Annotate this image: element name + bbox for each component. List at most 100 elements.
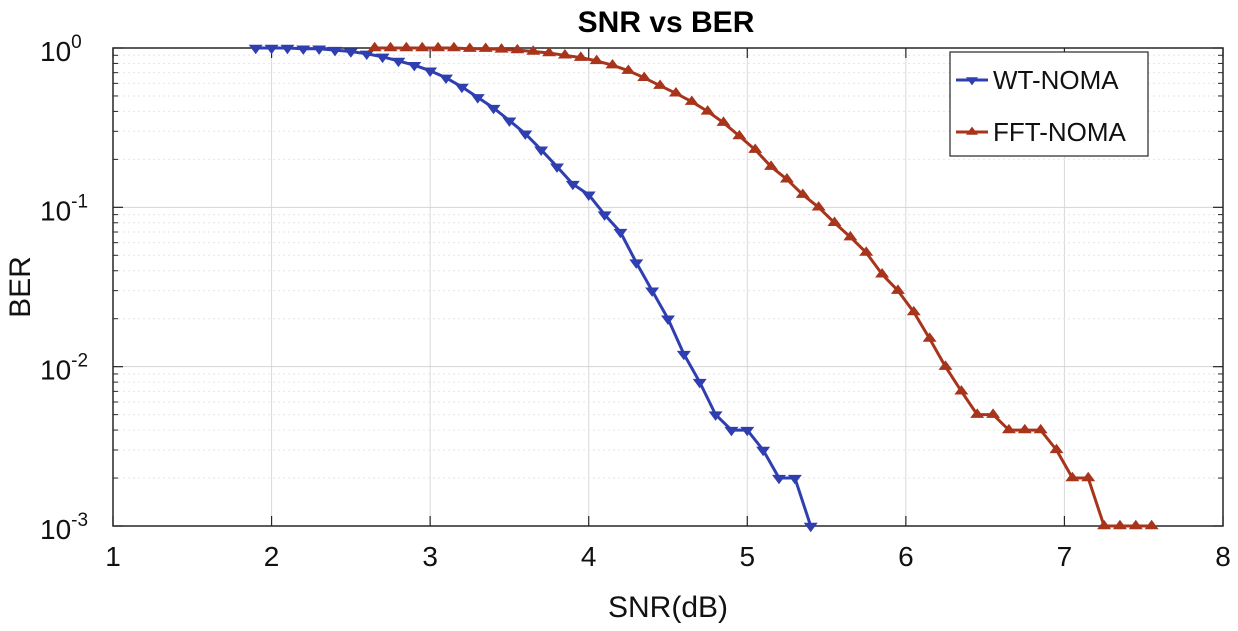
- x-tick-label: 5: [739, 541, 755, 572]
- data-point: [986, 408, 1001, 418]
- axis-ticks: 1 2 3 4 5 6 7 8 100 10-1 10-2 10-3: [40, 32, 1231, 572]
- data-point: [431, 41, 446, 52]
- data-point: [248, 44, 263, 55]
- data-point: [534, 146, 549, 156]
- data-point: [787, 474, 802, 485]
- data-point: [724, 426, 739, 437]
- data-point: [502, 117, 517, 127]
- y-tick-label: 10-3: [40, 510, 88, 545]
- data-point: [708, 411, 723, 421]
- data-point: [970, 408, 985, 418]
- data-point: [343, 48, 358, 58]
- data-point: [653, 79, 668, 89]
- data-point: [605, 58, 620, 69]
- data-point: [423, 67, 438, 77]
- data-point: [565, 180, 580, 191]
- plot-area-frame: [112, 47, 1224, 527]
- data-point: [581, 191, 596, 201]
- legend-label: FFT-NOMA: [993, 117, 1127, 147]
- data-point: [803, 522, 818, 533]
- data-point: [1128, 519, 1143, 530]
- data-point: [446, 41, 461, 52]
- data-point: [938, 360, 953, 370]
- data-point: [811, 201, 826, 211]
- data-point: [550, 163, 564, 173]
- data-point: [518, 130, 533, 140]
- x-tick-label: 6: [898, 541, 914, 572]
- data-point: [890, 284, 905, 294]
- data-point: [1017, 423, 1032, 434]
- data-point: [748, 143, 763, 153]
- data-point: [859, 246, 874, 256]
- data-point: [676, 350, 691, 361]
- legend-item: FFT-NOMA: [956, 117, 1127, 147]
- data-point: [795, 188, 810, 198]
- legend-label: WT-NOMA: [993, 65, 1119, 95]
- legend-swatch-marker: [966, 126, 978, 135]
- data-point: [700, 105, 715, 115]
- y-axis-label: BER: [4, 256, 37, 318]
- x-axis-label: SNR(dB): [608, 591, 728, 624]
- data-point: [629, 259, 644, 269]
- data-point: [328, 46, 342, 57]
- legend-swatch-marker: [966, 77, 978, 86]
- data-point: [407, 61, 422, 72]
- data-point: [645, 287, 660, 297]
- data-point: [621, 64, 636, 74]
- data-point: [462, 42, 477, 52]
- x-tick-label: 7: [1057, 541, 1073, 572]
- data-point: [668, 87, 683, 97]
- series-fft-noma: [367, 41, 1159, 530]
- data-point: [922, 332, 937, 342]
- data-point: [637, 71, 652, 82]
- legend-box: [949, 51, 1149, 157]
- data-point: [454, 83, 469, 94]
- data-point: [367, 41, 382, 52]
- x-tick-label: 1: [105, 541, 121, 572]
- data-point: [383, 41, 398, 52]
- data-point: [661, 315, 675, 325]
- data-point: [1065, 471, 1080, 482]
- x-tick-label: 3: [422, 541, 438, 572]
- data-point: [510, 43, 525, 54]
- legend: WT-NOMA FFT-NOMA: [949, 51, 1149, 157]
- data-point: [613, 228, 628, 239]
- y-tick-label: 10-2: [40, 351, 88, 386]
- x-tick-label: 2: [264, 541, 280, 572]
- data-point: [296, 45, 311, 55]
- data-point: [312, 45, 327, 55]
- data-point: [740, 426, 755, 437]
- chart-title: SNR vs BER: [578, 6, 755, 39]
- x-tick-label: 8: [1215, 541, 1231, 572]
- data-point: [1097, 519, 1112, 530]
- data-point: [391, 57, 406, 68]
- data-point: [486, 104, 501, 115]
- data-point: [264, 44, 279, 55]
- data-point: [906, 305, 921, 316]
- data-point: [470, 94, 485, 104]
- data-point: [684, 95, 699, 105]
- y-tick-label: 100: [40, 32, 82, 67]
- data-point: [375, 53, 390, 64]
- data-point: [1033, 423, 1048, 434]
- data-point: [875, 268, 890, 278]
- data-point: [573, 51, 588, 61]
- data-point: [1112, 519, 1127, 530]
- data-point: [756, 446, 771, 457]
- y-tick-label: 10-1: [40, 191, 88, 226]
- x-tick-label: 4: [581, 541, 597, 572]
- data-point: [716, 116, 731, 126]
- data-point: [478, 42, 493, 52]
- data-point: [954, 385, 969, 395]
- data-point: [1001, 423, 1016, 434]
- data-point: [494, 43, 509, 53]
- data-point: [764, 160, 779, 170]
- data-point: [1081, 471, 1096, 482]
- data-point: [779, 173, 794, 183]
- data-point: [589, 54, 604, 65]
- data-point: [692, 378, 707, 389]
- data-point: [280, 44, 295, 55]
- data-point: [359, 50, 374, 61]
- data-point: [843, 230, 858, 241]
